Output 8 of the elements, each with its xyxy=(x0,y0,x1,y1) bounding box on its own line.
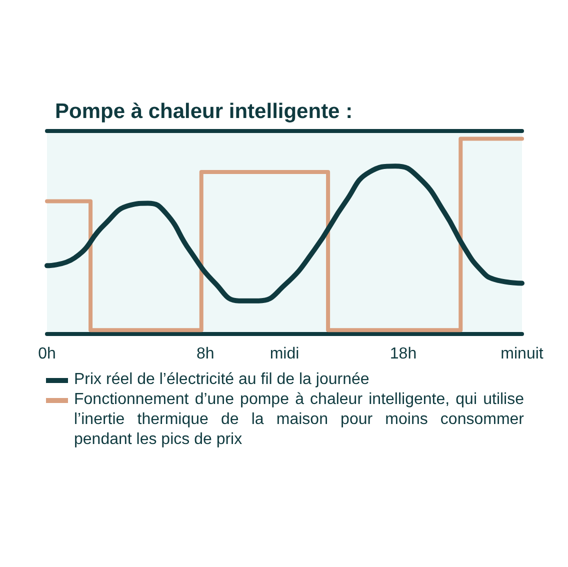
x-tick-label: 8h xyxy=(196,346,214,362)
x-tick-label: midi xyxy=(270,346,300,362)
x-tick-label: 0h xyxy=(38,346,56,362)
legend-label: Prix réel de l’électricité au fil de la journée xyxy=(74,370,370,390)
chart-title: Pompe à chaleur intelligente : xyxy=(55,100,353,123)
x-tick-label: 18h xyxy=(390,346,417,362)
x-tick-label: minuit xyxy=(500,346,544,362)
legend-label: Fonctionnement d’une pompe à chaleur intelligente, qui utilise l’inertie thermique de la maison pour moins consommer pendant les pics de prix xyxy=(74,390,524,450)
